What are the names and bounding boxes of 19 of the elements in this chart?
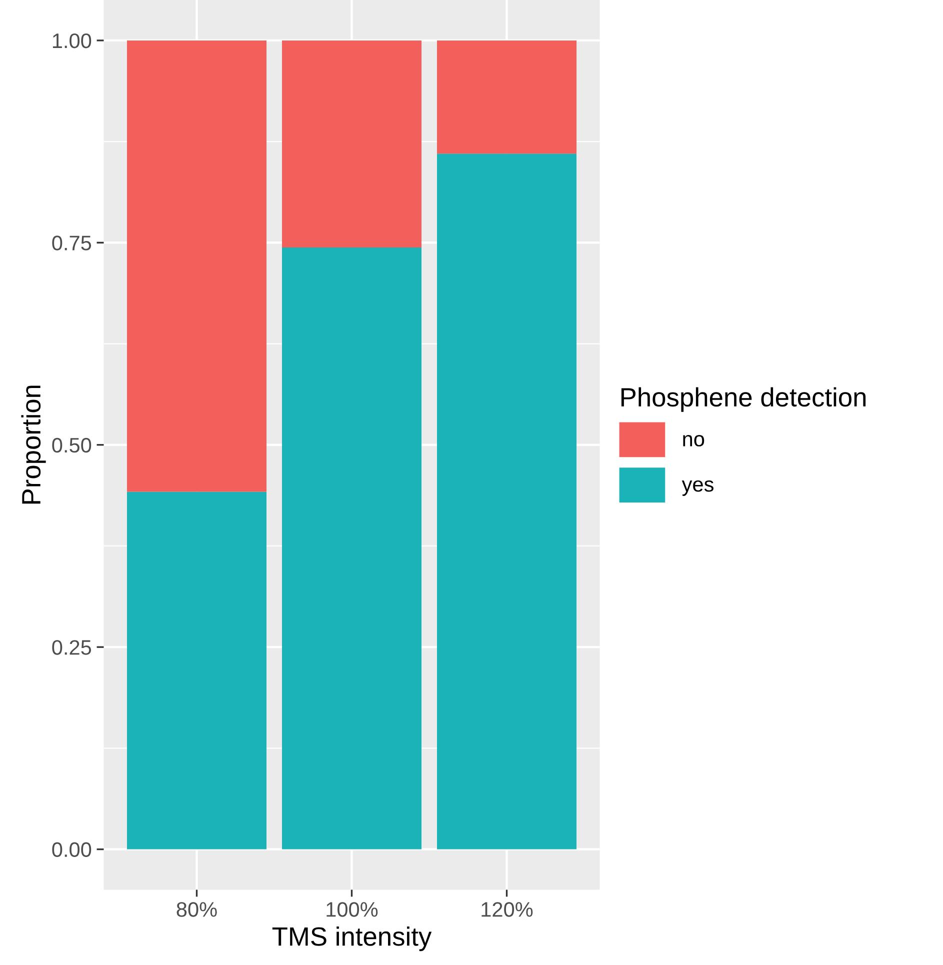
x-tick-label: 120% — [482, 902, 533, 917]
legend-label: no — [683, 435, 704, 446]
bar — [436, 40, 576, 154]
bar — [436, 154, 576, 850]
y-tick-label: 0.75 — [52, 236, 92, 250]
x-axis-title: TMS intensity — [272, 926, 432, 952]
y-axis-title: Proportion — [21, 386, 46, 504]
x-tick-label: 100% — [326, 902, 378, 917]
y-tick-label: 1.00 — [52, 33, 92, 48]
bar — [282, 248, 422, 850]
bar — [126, 492, 266, 850]
y-tick-label: 0.25 — [52, 640, 92, 655]
y-tick-label: 0.50 — [52, 438, 92, 453]
bar — [282, 40, 422, 248]
bar — [126, 40, 266, 492]
y-tick-label: 0.00 — [52, 842, 92, 858]
x-tick-label: 80% — [176, 902, 217, 917]
legend-label: yes — [682, 480, 714, 496]
legend-title: Phosphene detection — [621, 387, 866, 412]
